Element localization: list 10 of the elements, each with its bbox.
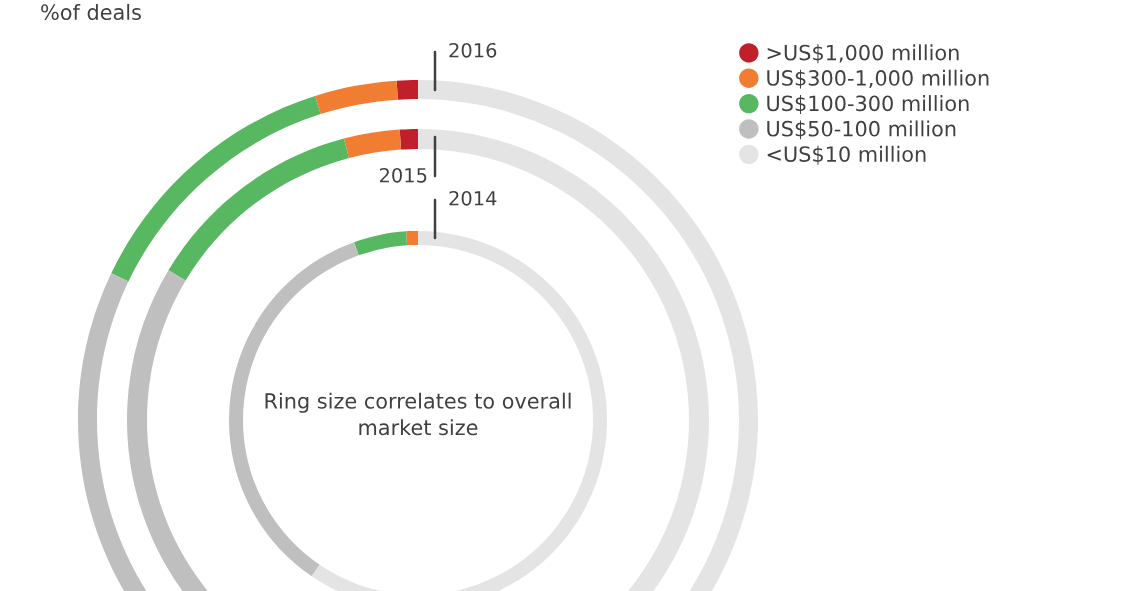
text: Ring size correlates to overall market size [265, 392, 571, 436]
slice-label: 2015 [379, 167, 427, 183]
legend-label: US$50-100 million [767, 120, 956, 140]
slice-label: 2014 [449, 190, 497, 206]
legend-label: >US$1,000 million [767, 44, 959, 64]
legend-label: US$300-1,000 million [767, 69, 989, 89]
chart-title: %of deals [41, 3, 141, 21]
slice-label: 2016 [449, 42, 497, 58]
legend-label: <US$10 million [767, 145, 926, 165]
legend-label: US$100-300 million [767, 95, 969, 114]
